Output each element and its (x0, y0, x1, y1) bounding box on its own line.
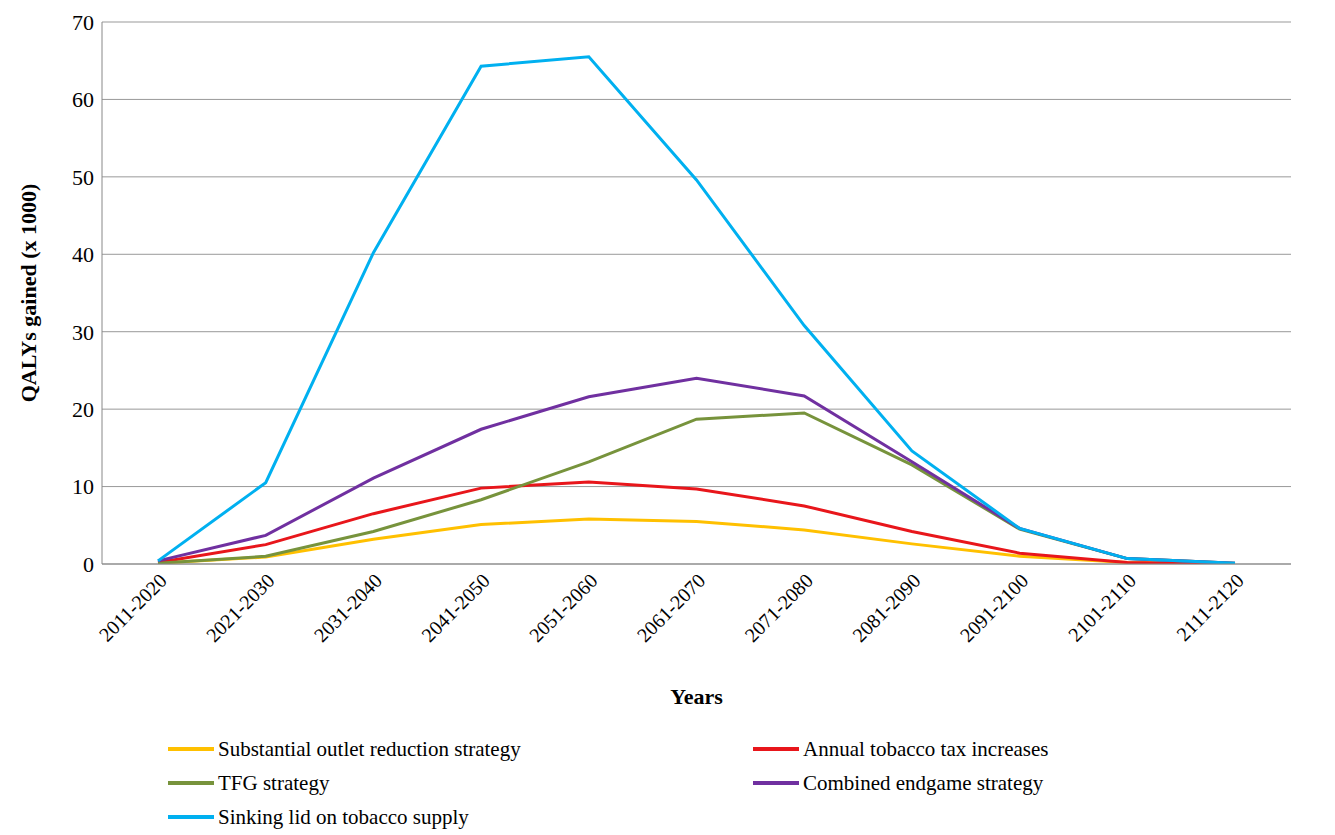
svg-text:40: 40 (72, 242, 94, 267)
svg-text:0: 0 (83, 552, 94, 577)
svg-text:50: 50 (72, 165, 94, 190)
svg-text:2071-2080: 2071-2080 (740, 569, 817, 646)
svg-text:2101-2110: 2101-2110 (1064, 569, 1140, 645)
svg-text:2081-2090: 2081-2090 (848, 569, 925, 646)
svg-text:30: 30 (72, 320, 94, 345)
svg-text:70: 70 (72, 10, 94, 35)
svg-text:2061-2070: 2061-2070 (633, 569, 710, 646)
svg-text:60: 60 (72, 87, 94, 112)
html-text:TFG strategy: TFG strategy (218, 770, 330, 795)
html-text:Combined endgame strategy: Combined endgame strategy (803, 770, 1044, 795)
svg-text:QALYs gained (x 1000): QALYs gained (x 1000) (16, 184, 41, 403)
svg-text:2011-2020: 2011-2020 (95, 569, 171, 645)
svg-text:2051-2060: 2051-2060 (525, 569, 602, 646)
svg-text:2021-2030: 2021-2030 (202, 569, 279, 646)
svg-text:2031-2040: 2031-2040 (309, 569, 386, 646)
svg-text:2091-2100: 2091-2100 (956, 569, 1033, 646)
svg-text:2041-2050: 2041-2050 (417, 569, 494, 646)
svg-text:10: 10 (72, 474, 94, 499)
html-text:Substantial outlet reduction s: Substantial outlet reduction strategy (218, 736, 521, 761)
svg-text:20: 20 (72, 397, 94, 422)
svg-text:2111-2120: 2111-2120 (1172, 569, 1248, 645)
html-text:Sinking lid on tobacco supply: Sinking lid on tobacco supply (218, 804, 469, 829)
svg-text:Years: Years (670, 684, 723, 709)
html-text:Annual tobacco tax increases: Annual tobacco tax increases (803, 736, 1049, 761)
